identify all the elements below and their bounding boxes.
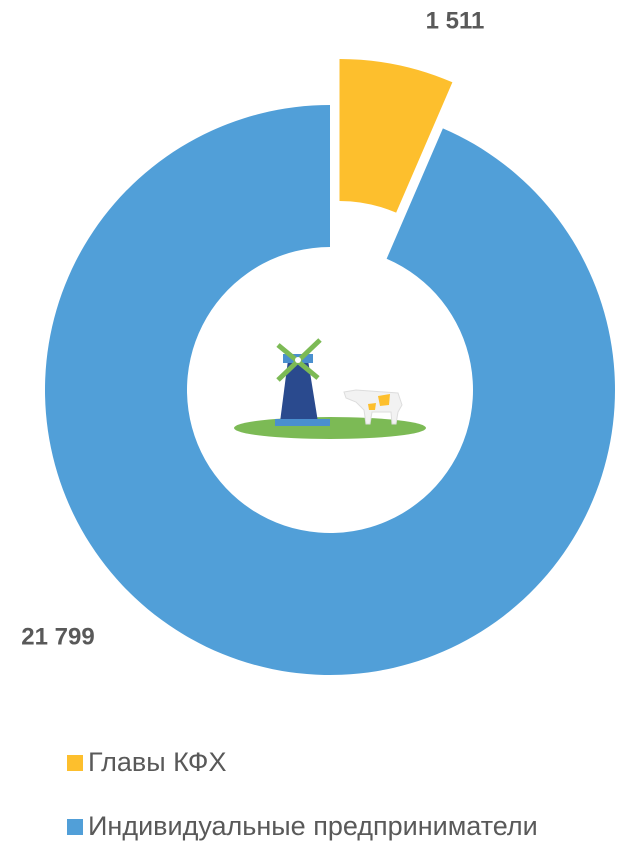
legend-label: Индивидуальные предприниматели — [88, 811, 538, 841]
value-label: 21 799 — [21, 623, 94, 650]
chart: 1 511 21 799 Главы КФХ Индивидуальные предп… — [0, 0, 628, 846]
legend-swatch — [67, 755, 83, 771]
legend-label: Главы КФХ — [88, 747, 226, 777]
value-label: 1 511 — [426, 7, 485, 34]
center-icon — [234, 340, 426, 439]
legend-swatch — [67, 819, 83, 835]
donut-slice — [45, 105, 615, 675]
